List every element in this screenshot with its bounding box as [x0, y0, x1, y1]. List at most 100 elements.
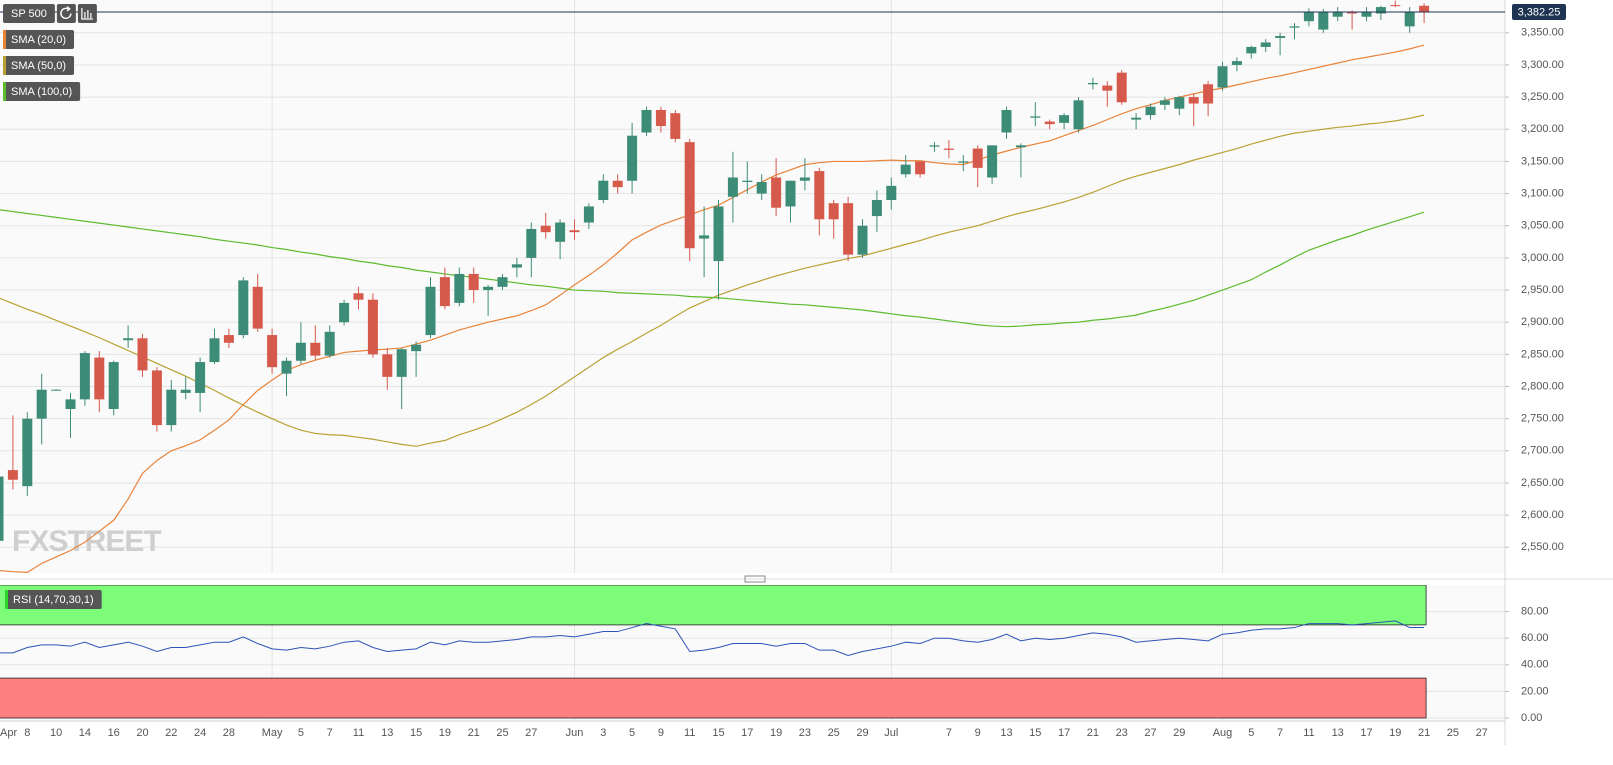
sma-legend-box[interactable]	[3, 82, 81, 101]
refresh-button[interactable]	[56, 4, 76, 23]
candle-body	[1131, 117, 1142, 120]
x-tick-label: Jun	[566, 727, 584, 739]
x-tick-label: 7	[1277, 727, 1283, 739]
candle-body	[180, 389, 191, 393]
x-tick-label: 21	[1087, 727, 1099, 739]
candle-body	[252, 286, 263, 329]
y-tick-label: 40.00	[1521, 659, 1549, 671]
candle-body	[799, 177, 810, 181]
candle-body	[526, 228, 537, 258]
candle-body	[425, 286, 436, 336]
x-tick-label: 21	[1418, 727, 1430, 739]
candle-body	[943, 148, 954, 150]
candle-body	[22, 418, 33, 487]
x-tick-label: 7	[946, 727, 952, 739]
candle-body	[555, 222, 566, 242]
x-tick-label: 17	[741, 727, 753, 739]
candle-body	[137, 338, 148, 371]
sma-legend-box[interactable]	[3, 30, 75, 49]
candle-body	[1073, 100, 1084, 130]
x-tick-label: 27	[1144, 727, 1156, 739]
candle-body	[295, 342, 306, 361]
x-tick-label: 25	[828, 727, 840, 739]
candle-body	[396, 349, 407, 377]
candle-body	[1087, 82, 1098, 85]
y-tick-label: 2,850.00	[1521, 348, 1564, 360]
rsi-legend-text[interactable]: RSI (14,70,30,1)	[13, 594, 94, 606]
candle-body	[900, 164, 911, 175]
candle-body	[238, 280, 249, 336]
sma-legend-text[interactable]: SMA (100,0)	[11, 86, 72, 98]
candle-body	[1188, 97, 1199, 104]
x-tick-label: 21	[468, 727, 480, 739]
candle-body	[195, 362, 206, 393]
candle-body	[756, 181, 767, 194]
x-tick-label: 8	[24, 727, 30, 739]
x-tick-label: 16	[108, 727, 120, 739]
x-tick-label: 15	[1029, 727, 1041, 739]
x-tick-label: 11	[684, 727, 695, 739]
x-tick-label: 10	[50, 727, 62, 739]
candle-body	[454, 273, 465, 303]
sma-legend-swatch	[3, 82, 6, 101]
candle-body	[1289, 26, 1300, 28]
candle-body	[987, 145, 998, 178]
sma-line	[0, 44, 1425, 573]
candle-body	[569, 230, 580, 233]
x-tick-label: 24	[194, 727, 206, 739]
x-tick-label: 11	[1303, 727, 1314, 739]
candle-body	[785, 180, 796, 207]
candle-body	[713, 206, 724, 262]
candle-body	[1030, 116, 1041, 118]
y-tick-label: 0.00	[1521, 712, 1542, 724]
candle-body	[1375, 7, 1386, 14]
x-tick-label: 3	[600, 727, 606, 739]
x-tick-label: 29	[856, 727, 868, 739]
candle-body	[79, 353, 90, 400]
x-tick-label: Jul	[884, 727, 898, 739]
x-tick-label: 25	[496, 727, 508, 739]
y-tick-label: 3,250.00	[1521, 91, 1564, 103]
candle-body	[742, 180, 753, 182]
candle-body	[641, 109, 652, 133]
candle-body	[1332, 11, 1343, 17]
candle-body	[1116, 72, 1127, 103]
sma-legend-text[interactable]: SMA (20,0)	[11, 34, 66, 46]
x-tick-label: 25	[1447, 727, 1459, 739]
candle-body	[166, 389, 177, 426]
candle-body	[0, 476, 4, 541]
rsi-legend-box[interactable]	[5, 590, 102, 609]
candle-body	[483, 286, 494, 291]
y-tick-label: 2,550.00	[1521, 541, 1564, 553]
sma-legend-text[interactable]: SMA (50,0)	[11, 60, 66, 72]
x-tick-label: 5	[1248, 727, 1254, 739]
sma-legend-box[interactable]	[3, 56, 75, 75]
candle-body	[1260, 42, 1271, 47]
x-tick-label: 13	[381, 727, 393, 739]
candle-body	[281, 360, 292, 374]
candle-body	[1390, 5, 1401, 7]
symbol-legend-box[interactable]	[3, 4, 55, 23]
refresh-arrow	[66, 6, 71, 12]
y-tick-label: 2,700.00	[1521, 445, 1564, 457]
y-tick-label: 3,050.00	[1521, 220, 1564, 232]
candle-body	[439, 277, 450, 307]
candle-body	[151, 370, 162, 426]
sma-line	[0, 114, 1425, 447]
candle-body	[209, 338, 220, 363]
candle-body	[627, 135, 638, 181]
x-tick-label: May	[262, 727, 283, 739]
candle-body	[1001, 109, 1012, 133]
symbol-legend-text[interactable]: SP 500	[11, 8, 47, 20]
x-tick-label: 29	[1173, 727, 1185, 739]
candle-body	[36, 389, 47, 419]
candle-body	[1145, 106, 1156, 116]
candle-body	[1044, 121, 1055, 125]
candle-body	[814, 171, 825, 220]
x-tick-label: 5	[629, 727, 635, 739]
candle-body	[699, 235, 710, 239]
sma-legend-swatch	[3, 30, 6, 49]
candle-body	[1318, 11, 1329, 30]
resize-handle[interactable]	[744, 575, 766, 583]
candle-body	[7, 470, 18, 480]
